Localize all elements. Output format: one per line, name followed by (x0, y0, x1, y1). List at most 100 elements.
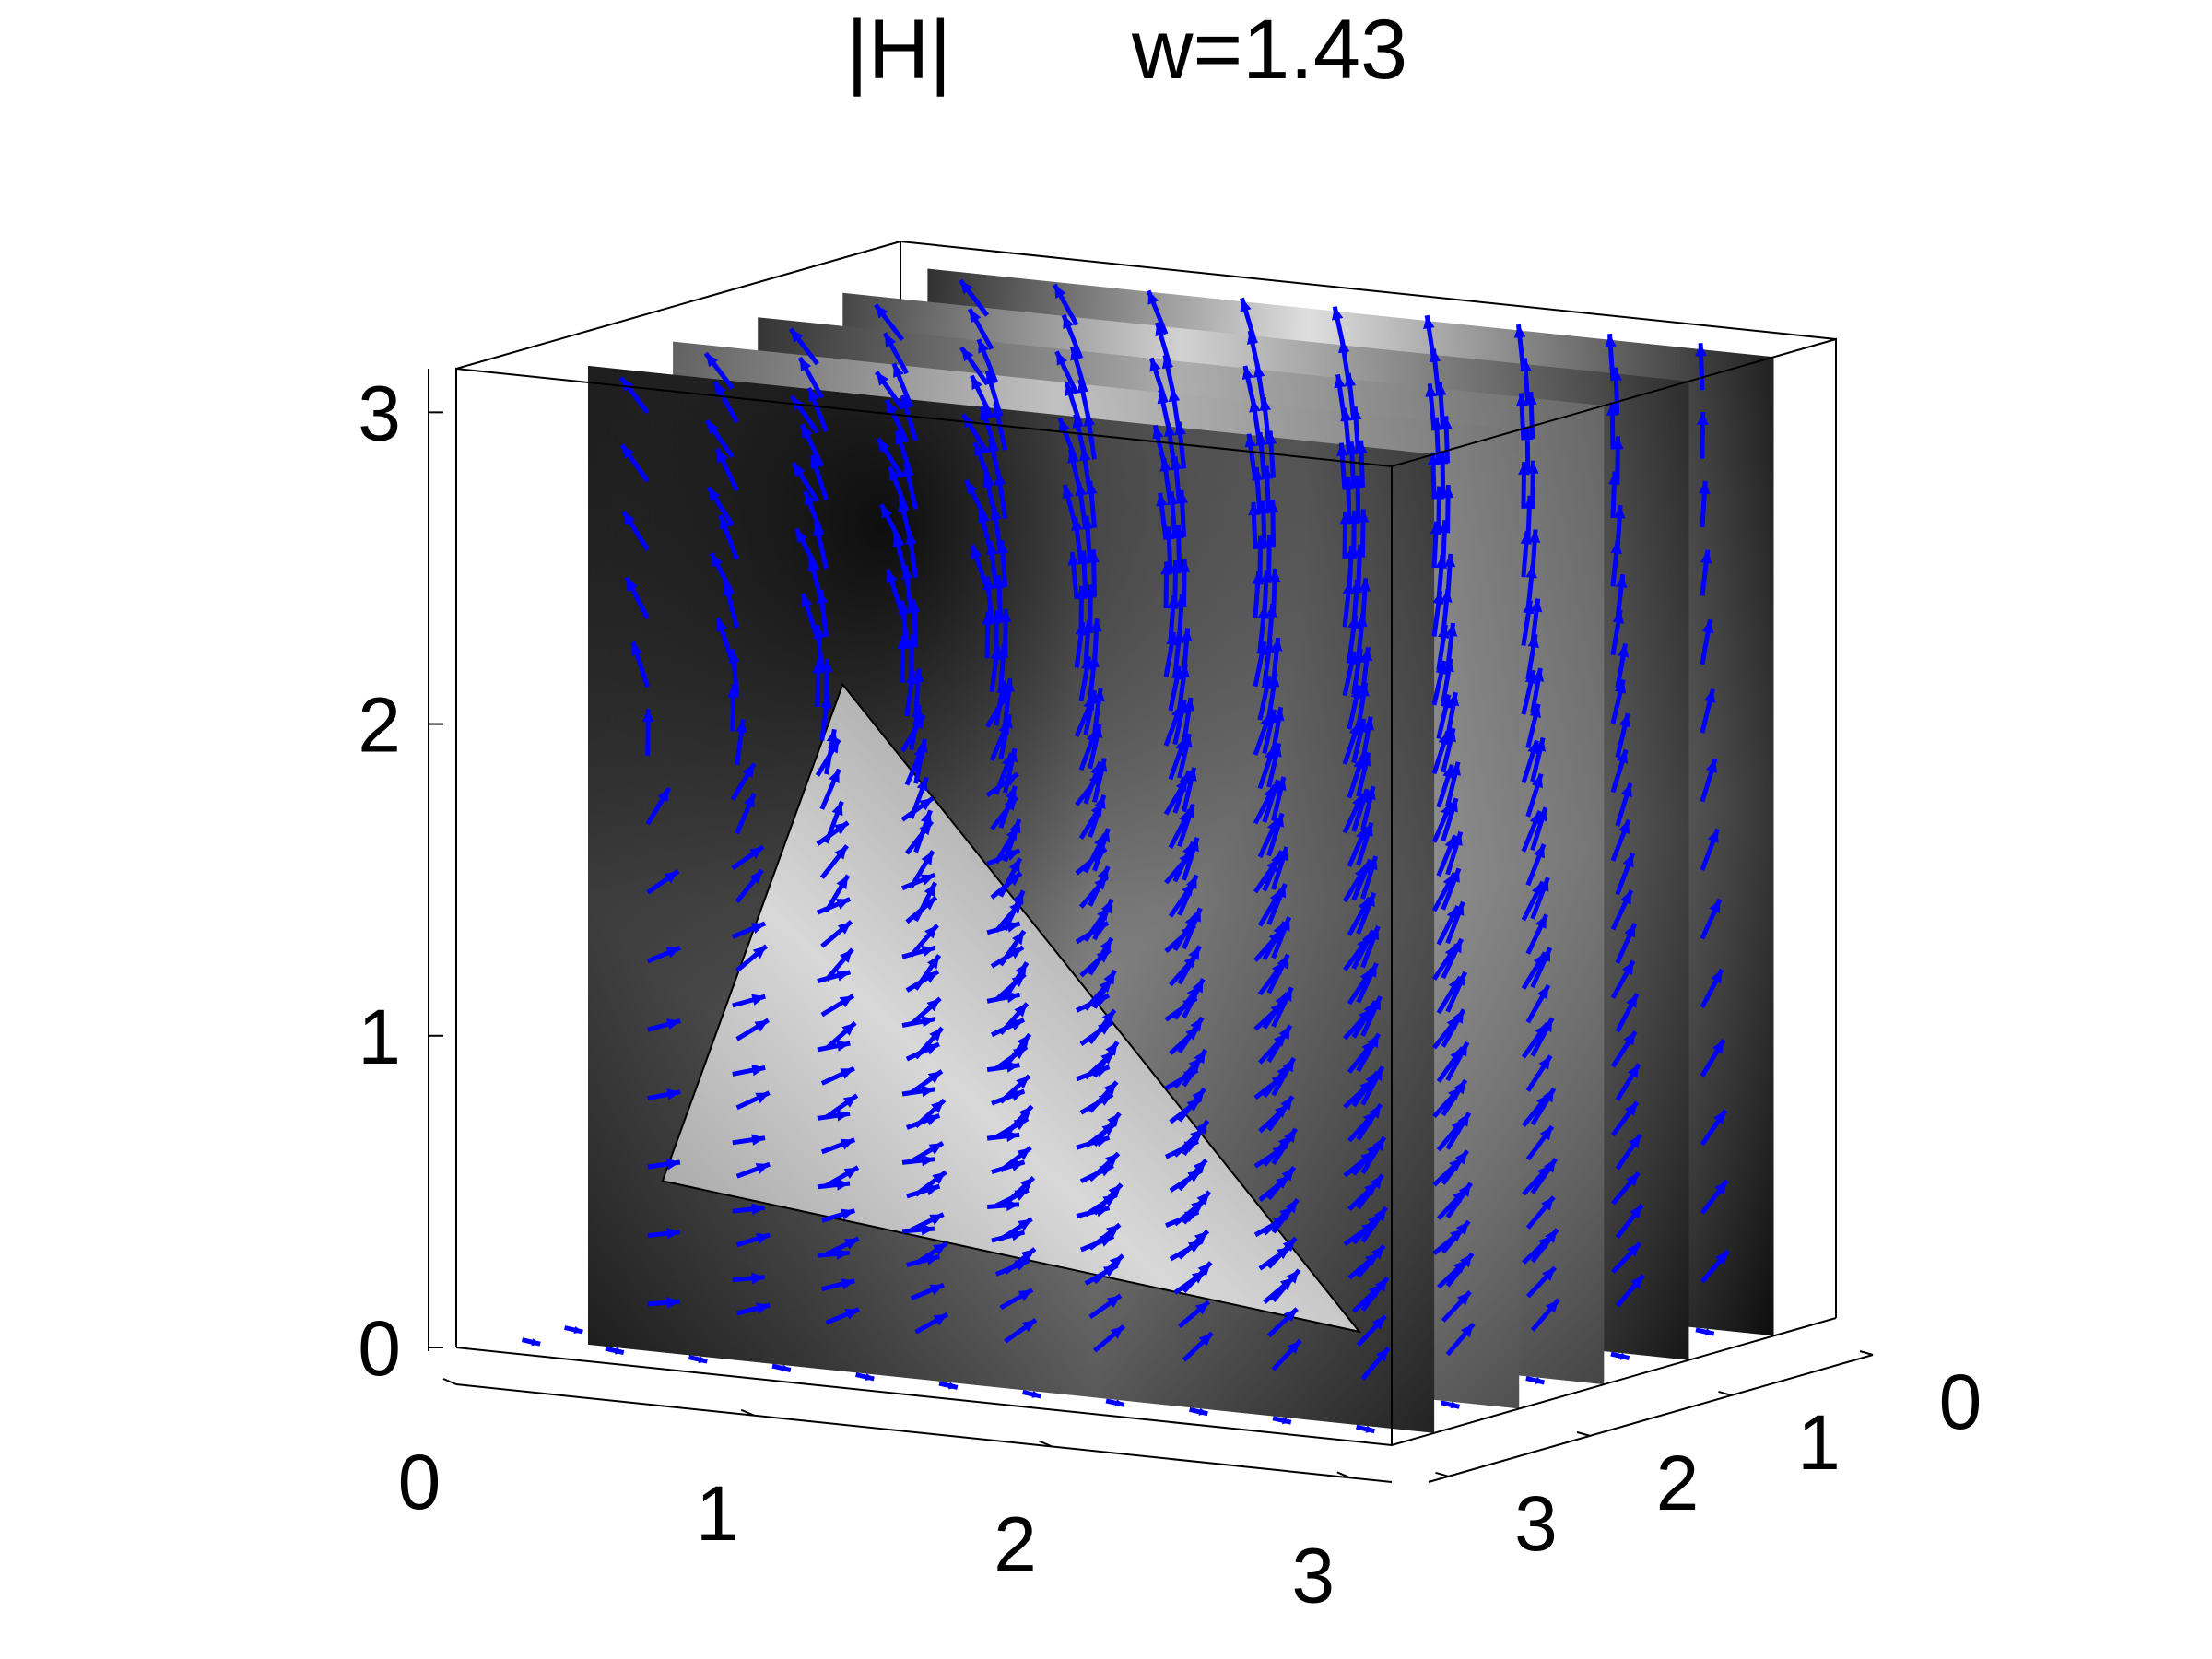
quiver-arrow-582-head (1096, 758, 1108, 772)
quiver-arrow-349-head (1344, 372, 1357, 387)
quiver-arrow-397-head (837, 922, 852, 935)
quiver-arrow-153-head (970, 309, 982, 324)
quiver-arrow-381-head (751, 1064, 766, 1077)
quiver-arrow-452-head (1190, 1018, 1203, 1032)
floor-arrow-0-head (531, 1338, 541, 1347)
y-tick-mark-0 (1859, 1350, 1874, 1356)
quiver-arrow-413-head (916, 777, 928, 792)
quiver-arrow-307-head (1070, 347, 1082, 361)
quiver-arrow-461-head (1168, 388, 1181, 403)
quiver-arrow-538-head (836, 875, 849, 889)
quiver-arrow-570-head (999, 608, 1012, 622)
quiver-arrow-431-head (990, 506, 1002, 521)
quiver-arrow-542-head (816, 590, 829, 604)
quiver-arrow-9-head (971, 545, 982, 559)
quiver-arrow-494-head (1456, 1042, 1468, 1057)
quiver-arrow-217-head (1442, 764, 1454, 780)
quiver-arrow-335-head (1253, 363, 1265, 378)
quiver-arrow-515-head (623, 512, 636, 526)
quiver-arrow-83-head (1423, 315, 1435, 329)
quiver-arrow-41-head (1147, 290, 1159, 305)
quiver-arrow-277-head (888, 466, 900, 481)
floor-arrow-100-head (1365, 1425, 1375, 1433)
quiver-arrow-264-head (791, 395, 805, 410)
quiver-arrow-606-head (1282, 1058, 1294, 1073)
quiver-arrow-129-head (921, 1016, 935, 1028)
quiver-arrow-244-head (1622, 853, 1634, 868)
quiver-arrow-114-head (1713, 1110, 1726, 1124)
quiver-arrow-227-head (1538, 1055, 1551, 1070)
quiver-arrow-426-head (1008, 858, 1020, 873)
quiver-arrow-445-head (1081, 515, 1094, 530)
z-tick-label-1: 1 (358, 994, 401, 1080)
quiver-arrow-625-head (1362, 716, 1374, 731)
quiver-arrow-178-head (1163, 526, 1175, 540)
quiver-arrow-609-head (1277, 847, 1288, 862)
quiver-arrow-112-head (1715, 1251, 1729, 1265)
quiver-arrow-593-head (1192, 979, 1204, 994)
quiver-arrow-293-head (978, 339, 989, 354)
quiver-arrow-616-head (1375, 1347, 1389, 1362)
quiver-arrow-131-head (920, 874, 935, 886)
quiver-arrow-258-head (834, 822, 849, 835)
quiver-arrow-541-head (820, 658, 833, 672)
quiver-arrow-350-head (1456, 1291, 1471, 1306)
quiver-arrow-105-head (1617, 749, 1629, 764)
quiver-arrow-222-head (1430, 417, 1443, 431)
quiver-arrow-535-head (842, 1095, 857, 1108)
quiver-arrow-164-head (1071, 517, 1083, 531)
quiver-arrow-589-head (1197, 1262, 1211, 1277)
quiver-arrow-352-head (1454, 1150, 1468, 1165)
quiver-arrow-438-head (1101, 1010, 1115, 1024)
floor-arrow-1-head (573, 1326, 583, 1334)
quiver-arrow-369-head (1539, 947, 1550, 962)
quiver-arrow-255-head (836, 1040, 851, 1052)
quiver-arrow-120-head (1704, 688, 1716, 703)
quiver-arrow-344-head (1355, 719, 1367, 734)
quiver-arrow-522-head (754, 1019, 769, 1032)
quiver-arrow-378-head (751, 1272, 765, 1285)
y-tick-label-1: 1 (1797, 1399, 1841, 1486)
quiver-arrow-401-head (813, 625, 825, 639)
quiver-arrow-548-head (932, 1171, 947, 1185)
quiver-arrow-374-head (1530, 598, 1543, 613)
quiver-arrow-491-head (1459, 1253, 1473, 1268)
y-axis-line (1428, 1354, 1874, 1483)
quiver-arrow-152-head (971, 375, 982, 391)
quiver-arrow-565-head (1015, 962, 1028, 977)
quiver-arrow-520-head (755, 1163, 771, 1174)
quiver-arrow-566-head (1012, 890, 1024, 905)
box-front-frame (455, 367, 1393, 1445)
quiver-arrow-101-head (1623, 1031, 1636, 1046)
quiver-arrow-125-head (1695, 343, 1707, 357)
quiver-arrow-100-head (1624, 1101, 1638, 1116)
quiver-arrow-103-head (1620, 890, 1631, 905)
quiver-arrow-518-head (756, 1302, 771, 1314)
quiver-arrow-239-head (1630, 1205, 1642, 1219)
quiver-arrow-493-head (1457, 1112, 1470, 1127)
quiver-arrow-247-head (1617, 643, 1630, 658)
quiver-arrow-135-head (886, 569, 898, 583)
floor-arrow-90-head (1282, 1417, 1291, 1425)
quiver-arrow-241-head (1627, 1064, 1640, 1078)
quiver-arrow-68-head (1334, 374, 1346, 389)
floor-arrow-80-head (1198, 1407, 1208, 1416)
quiver-arrow-430-head (993, 575, 1006, 589)
quiver-arrow-602-head (1287, 1340, 1300, 1354)
floor-arrow-30-head (782, 1364, 791, 1372)
quiver-arrow-553-head (920, 810, 932, 825)
quiver-arrow-439-head (1100, 938, 1112, 953)
quiver-arrow-585-head (1088, 549, 1100, 563)
quiver-arrow-245-head (1620, 782, 1632, 798)
quiver-arrow-321-head (1161, 355, 1174, 370)
quiver-arrow-572-head (994, 471, 1006, 486)
quiver-arrow-608-head (1278, 917, 1290, 932)
quiver-arrow-551-head (927, 955, 940, 970)
quiver-arrow-599-head (1178, 559, 1191, 572)
quiver-arrow-304-head (1078, 550, 1090, 564)
x-tick-mark-0 (442, 1378, 457, 1385)
quiver-arrow-329-head (1268, 780, 1280, 794)
quiver-arrow-242-head (1626, 994, 1638, 1008)
quiver-arrow-372-head (1534, 737, 1546, 752)
